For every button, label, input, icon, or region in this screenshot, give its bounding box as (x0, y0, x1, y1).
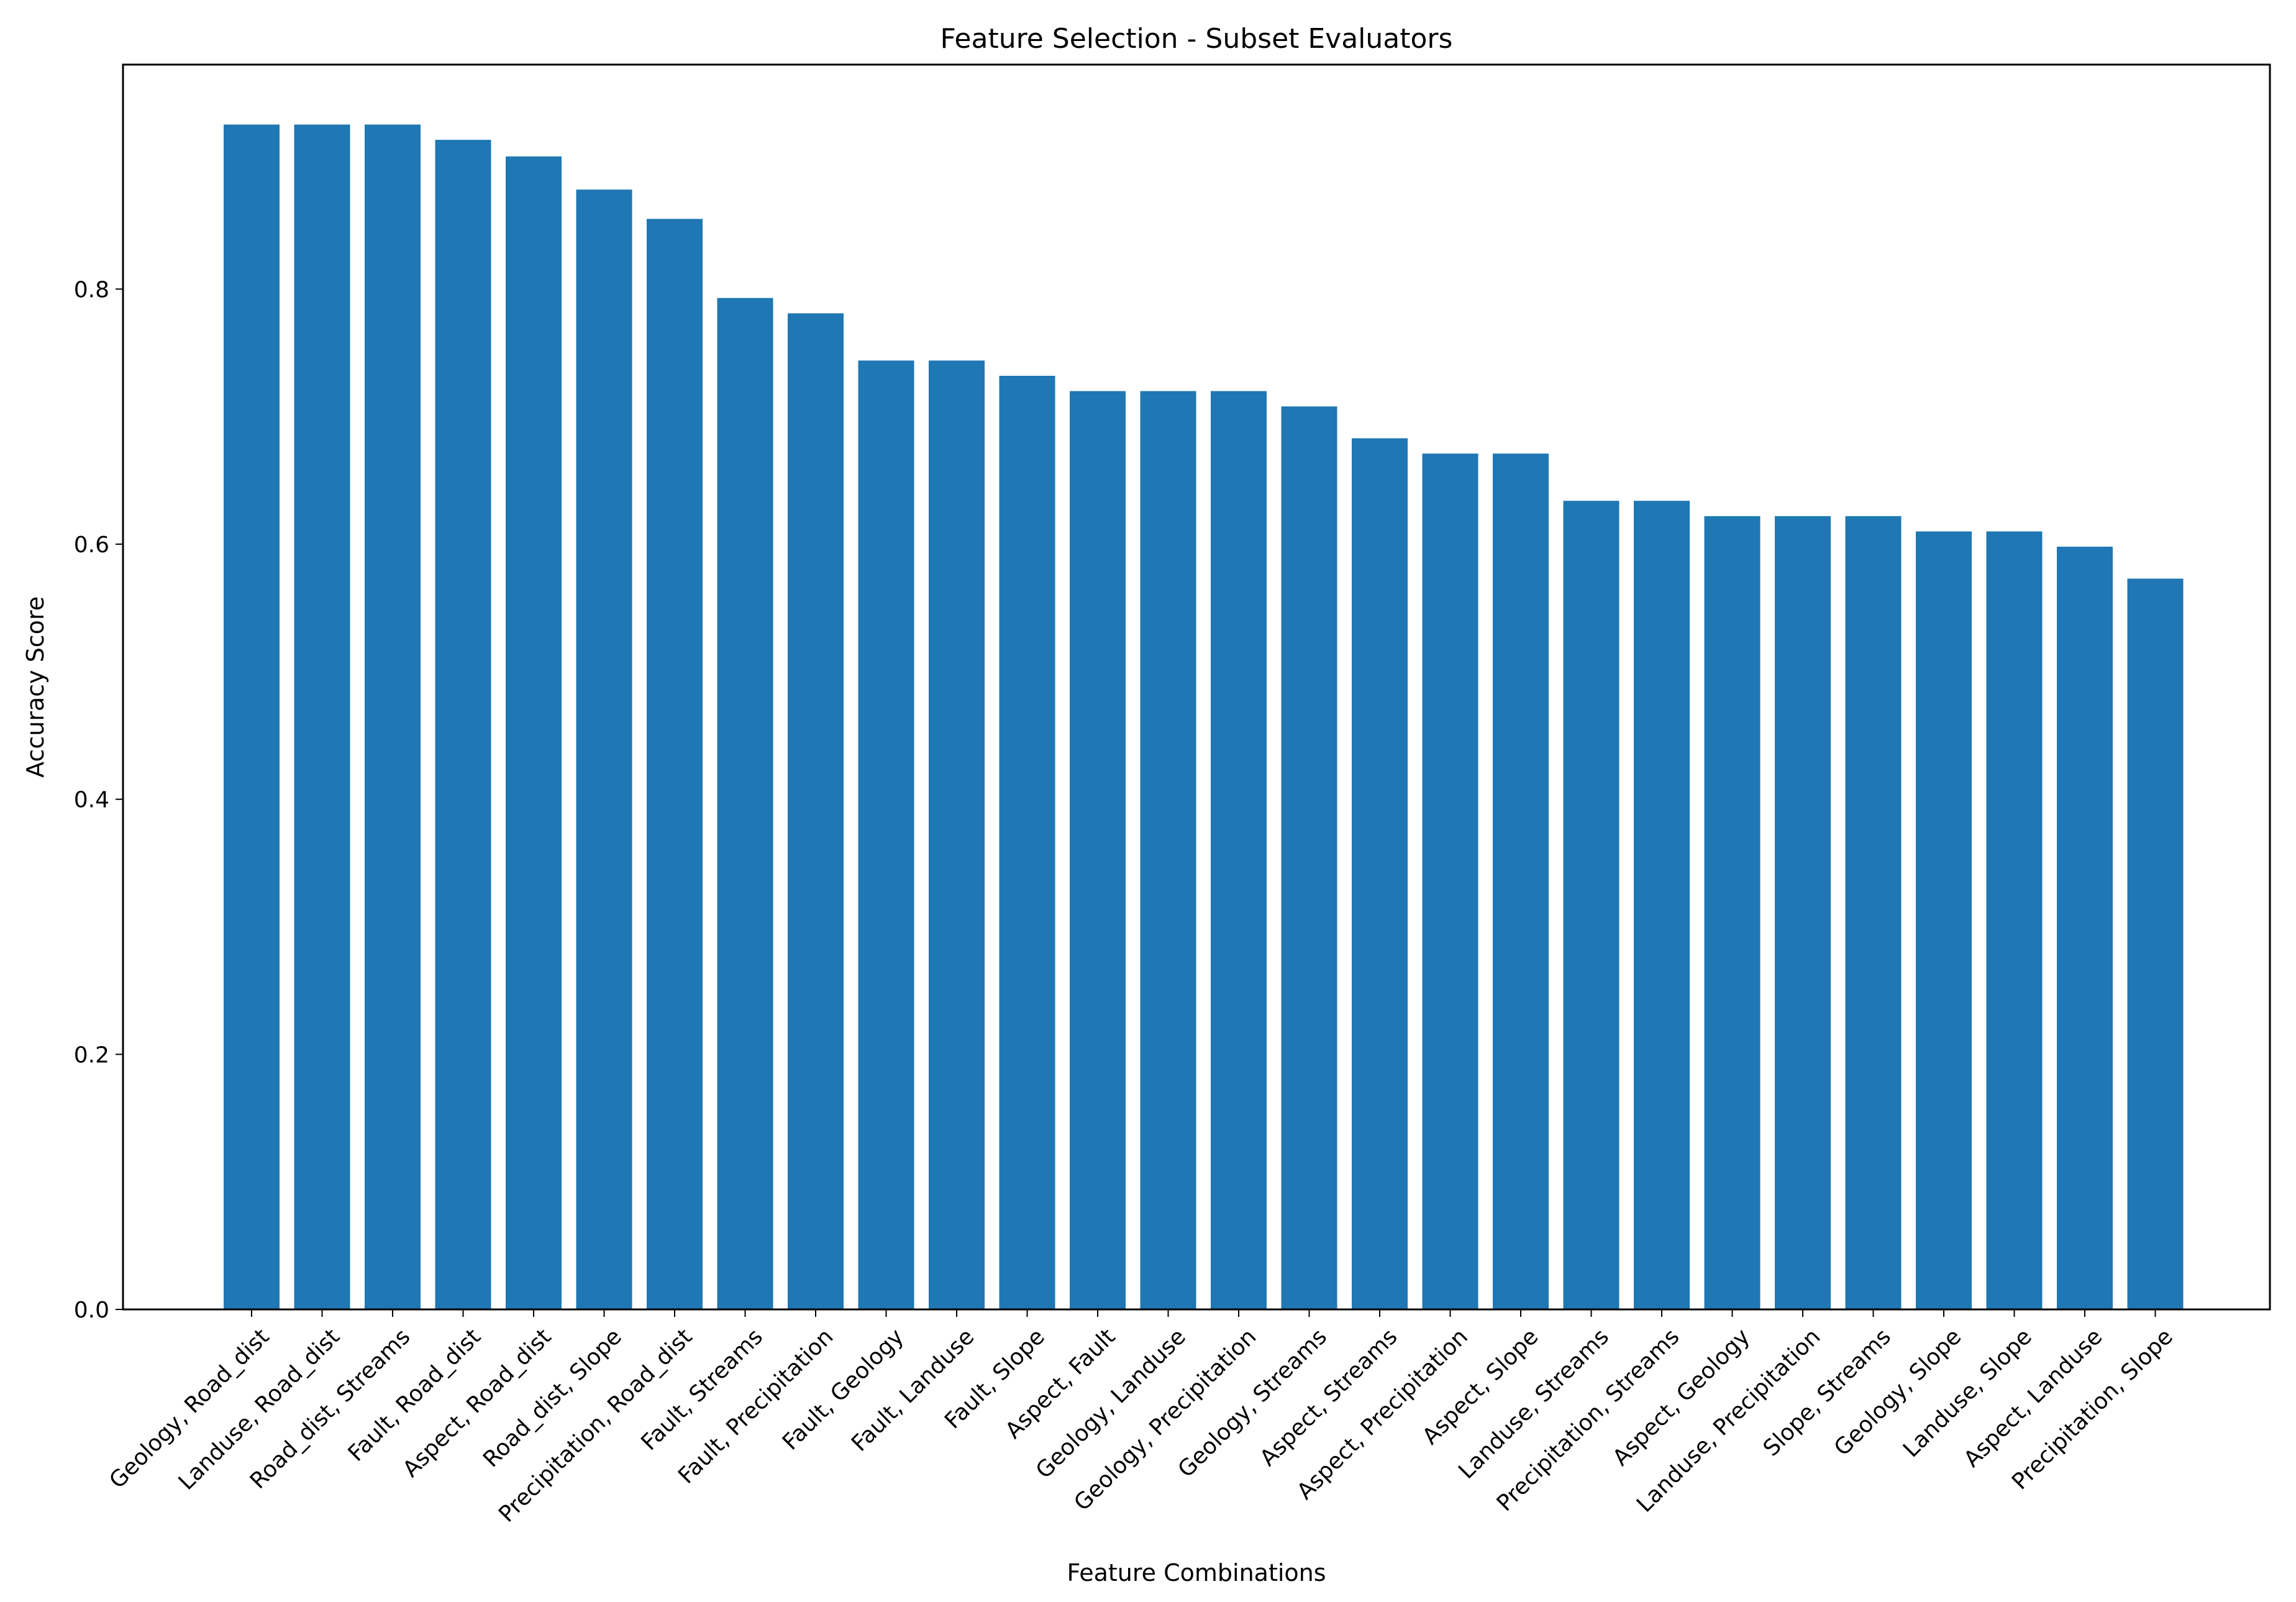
y-tick-label: 0.4 (74, 788, 109, 813)
bar (1352, 438, 1408, 1309)
chart-title: Feature Selection - Subset Evaluators (941, 23, 1453, 55)
y-tick-label: 0.6 (74, 532, 109, 558)
bar (929, 360, 985, 1309)
bar (1281, 406, 1337, 1309)
y-axis-label: Accuracy Score (22, 596, 49, 778)
bar (1775, 516, 1831, 1309)
bar (1211, 391, 1267, 1309)
bars-group (224, 124, 2184, 1310)
bar (717, 298, 773, 1310)
plot-frame (122, 63, 2271, 1311)
bar (1845, 516, 1902, 1309)
bar (858, 360, 914, 1309)
y-tick-label: 0.2 (74, 1042, 109, 1068)
bar (1422, 453, 1478, 1310)
bar (435, 140, 491, 1310)
bar (2127, 578, 2184, 1309)
bar (224, 124, 280, 1309)
bar (1916, 531, 1972, 1309)
bar (1070, 391, 1126, 1309)
bar (365, 124, 421, 1309)
bar (506, 156, 562, 1309)
y-axis: 0.0 0.2 0.4 0.6 0.8 (74, 277, 123, 1323)
bar (294, 124, 350, 1309)
bar (647, 219, 703, 1309)
bar (1986, 531, 2043, 1309)
bar (1634, 501, 1690, 1310)
y-tick-label: 0.0 (74, 1298, 109, 1323)
x-axis-label: Feature Combinations (1067, 1559, 1326, 1586)
bar (576, 189, 632, 1310)
bar (1140, 391, 1196, 1309)
bar (1493, 453, 1549, 1310)
bar (2057, 547, 2113, 1309)
bar (788, 313, 844, 1309)
bar (1704, 516, 1761, 1309)
y-tick-label: 0.8 (74, 277, 109, 303)
bar (999, 376, 1055, 1309)
bar (1563, 501, 1620, 1310)
